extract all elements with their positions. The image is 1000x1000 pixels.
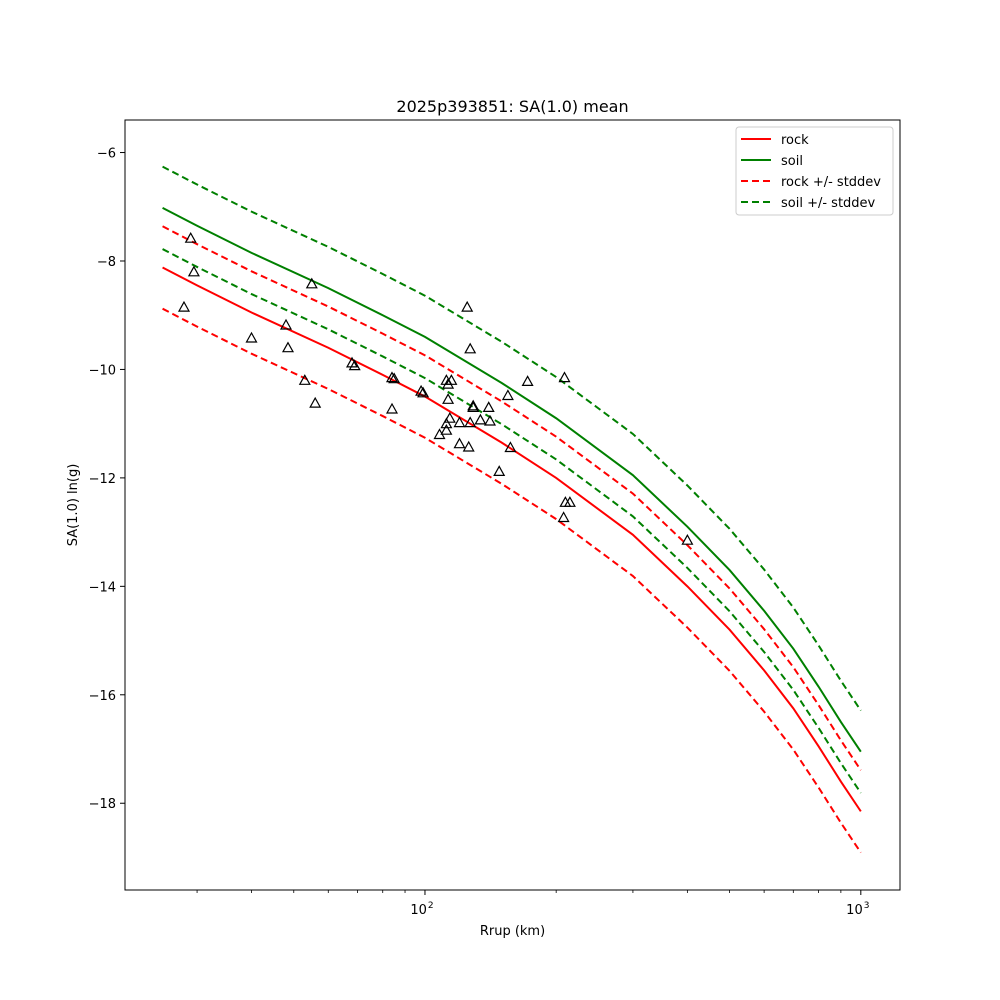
observation-point — [443, 411, 456, 423]
series-line-soil-1 — [162, 206, 862, 753]
observation-point — [298, 374, 311, 385]
legend-label-rock: rock — [781, 133, 809, 148]
observation-point — [187, 265, 200, 277]
observation-point — [309, 396, 322, 408]
x-axis-label: Rrup (km) — [480, 924, 545, 939]
legend: rock soil rock +/- stddev soil +/- stddev — [735, 126, 894, 216]
observation-point — [493, 465, 506, 476]
observation-point — [415, 384, 428, 396]
y-tick-label: −12 — [89, 472, 116, 487]
observation-point — [385, 371, 399, 383]
plot-area — [162, 165, 862, 854]
observation-point — [348, 359, 361, 371]
observation-point — [245, 331, 258, 343]
observation-point — [388, 372, 401, 384]
observation-point — [461, 300, 474, 312]
observation-point — [558, 371, 571, 383]
plot-frame — [124, 119, 901, 891]
y-tick-label: −8 — [97, 255, 116, 270]
observation-point — [442, 393, 455, 404]
observation-point — [445, 374, 458, 385]
observation-point — [345, 356, 359, 368]
observation-point — [177, 300, 191, 312]
observation-point — [279, 318, 293, 330]
observation-point — [483, 414, 497, 426]
observation-markers — [177, 231, 694, 545]
observation-point — [440, 423, 453, 435]
observation-point — [440, 417, 453, 429]
observation-point — [482, 401, 495, 412]
x-axis: 102 103 — [196, 890, 869, 918]
observation-point — [467, 401, 480, 412]
series-line-rock-0 — [162, 266, 862, 812]
legend-label-soil-stddev: soil +/- stddev — [781, 196, 876, 211]
observation-point — [462, 440, 475, 452]
chart-title: 2025p393851: SA(1.0) mean — [396, 97, 628, 116]
observation-point — [281, 341, 295, 353]
observation-point — [453, 437, 466, 449]
observation-point — [681, 533, 694, 545]
observation-point — [557, 511, 570, 523]
observation-point — [521, 375, 534, 386]
legend-label-soil: soil — [781, 154, 803, 169]
observation-point — [417, 386, 430, 398]
observation-point — [305, 277, 318, 289]
legend-box — [735, 126, 894, 216]
observation-point — [464, 342, 477, 354]
observation-point — [453, 416, 466, 428]
observation-point — [501, 389, 514, 401]
y-axis-label: SA(1.0) ln(g) — [66, 464, 81, 547]
y-tick-label: −14 — [89, 580, 116, 595]
y-tick-label: −18 — [89, 797, 116, 812]
observation-point — [385, 402, 399, 414]
observation-point — [464, 416, 477, 428]
y-tick-label: −10 — [89, 363, 116, 378]
y-tick-label: −16 — [89, 689, 116, 704]
y-axis: −6 −8 −10 −12 −14 −16 −18 — [89, 147, 125, 812]
observation-point — [474, 413, 487, 425]
observation-point — [442, 377, 455, 389]
observation-point — [563, 496, 576, 507]
y-tick-label: −6 — [97, 147, 116, 162]
observation-point — [504, 441, 517, 453]
legend-label-rock-stddev: rock +/- stddev — [781, 175, 881, 190]
observation-point — [467, 399, 480, 411]
series-layer — [162, 165, 862, 854]
observation-point — [184, 231, 197, 243]
